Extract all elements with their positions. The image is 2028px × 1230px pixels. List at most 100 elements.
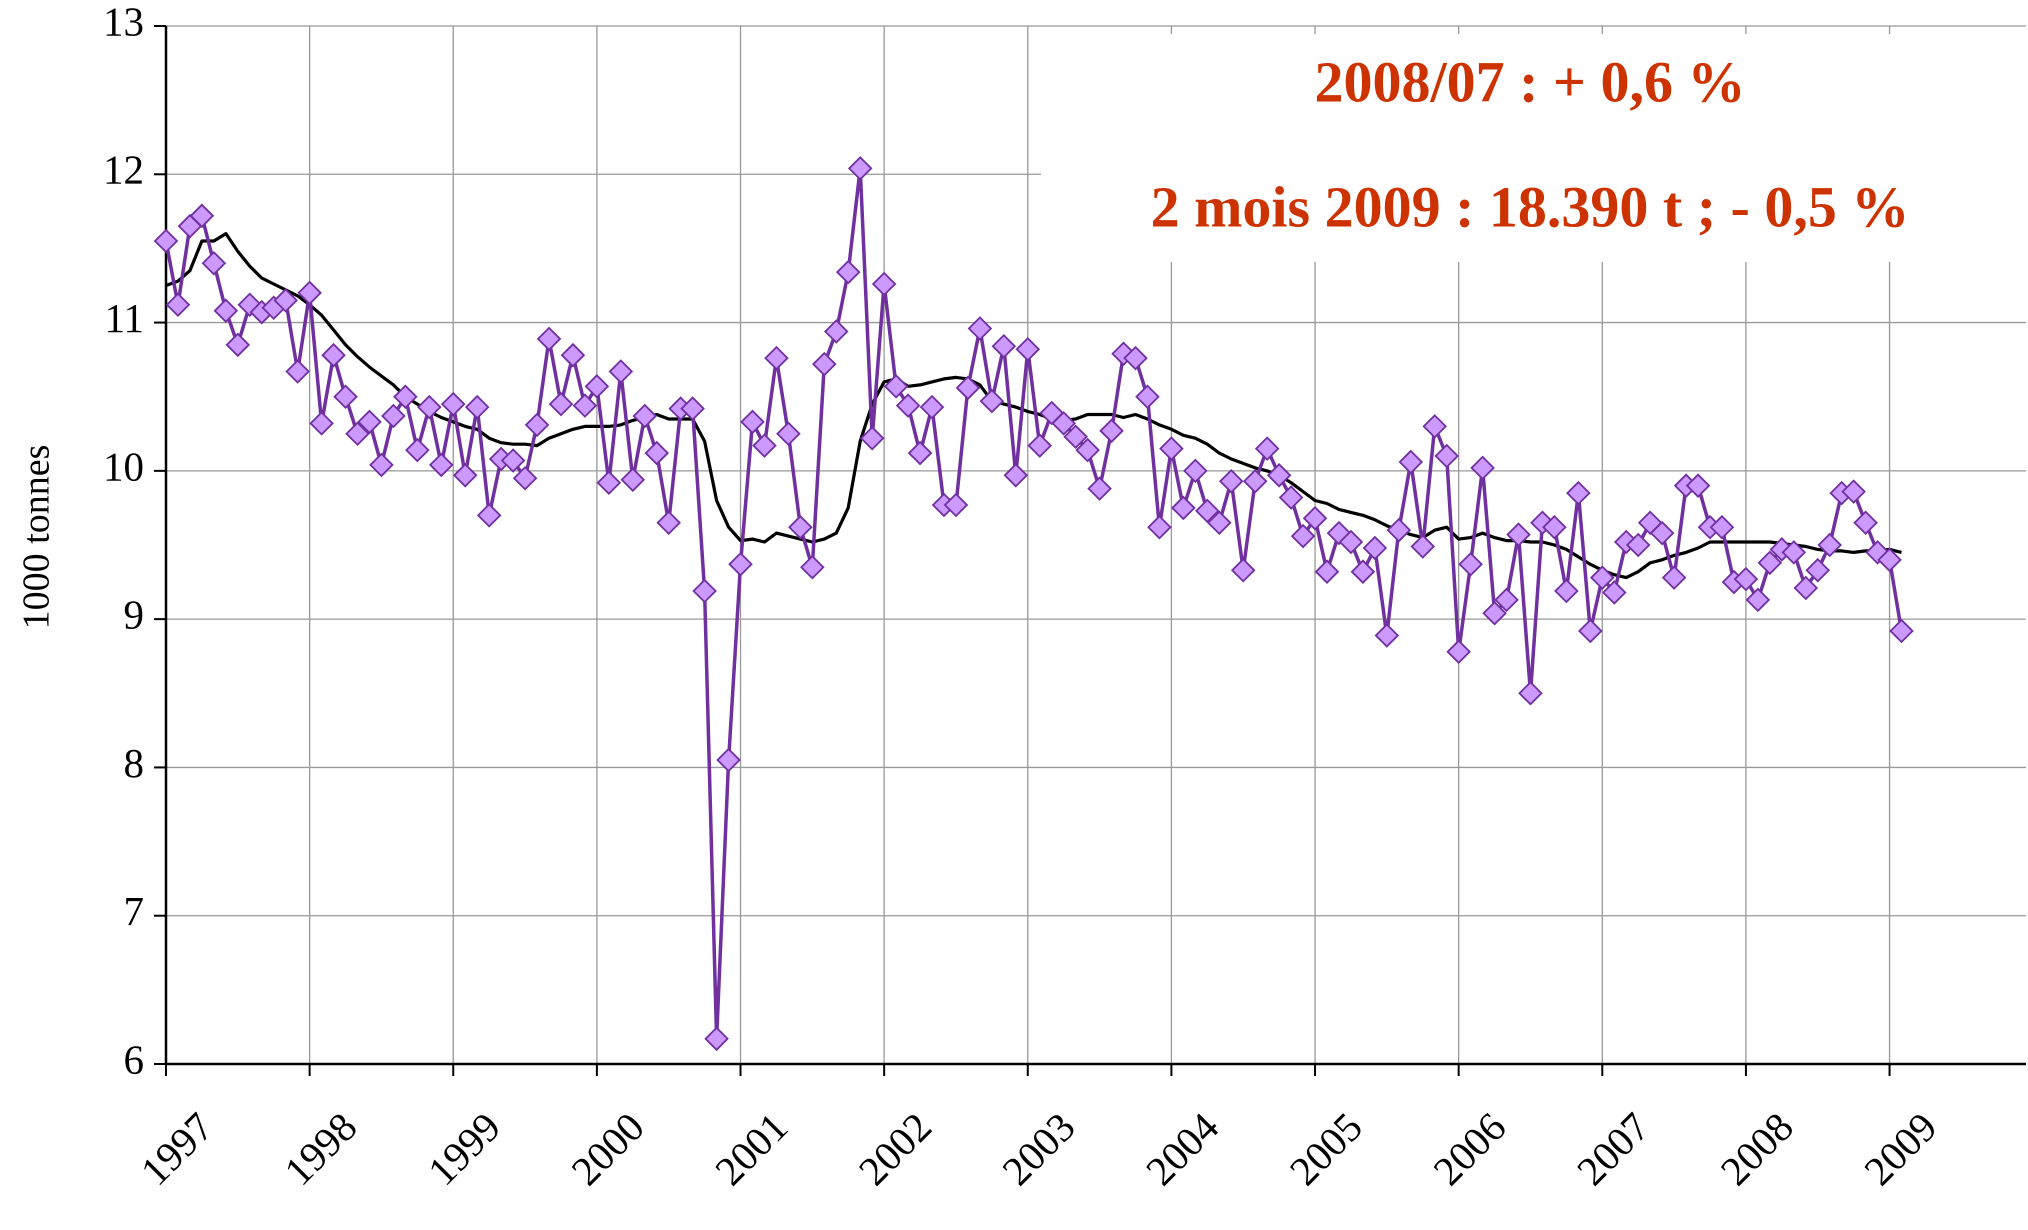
- data-point: [1254, 436, 1280, 461]
- data-point: [1745, 587, 1771, 613]
- data-point: [452, 463, 478, 488]
- data-point: [548, 391, 574, 417]
- data-point: [979, 388, 1005, 414]
- data-point: [1590, 565, 1615, 590]
- data-point: [608, 359, 634, 384]
- data-point: [1841, 479, 1866, 504]
- y-tick-label: 9: [124, 592, 145, 638]
- data-point: [1075, 437, 1100, 463]
- data-point: [764, 345, 789, 371]
- data-point: [1458, 552, 1483, 577]
- data-point: [1685, 473, 1711, 498]
- data-point: [1183, 458, 1208, 484]
- data-point: [1470, 455, 1495, 481]
- data-point: [584, 374, 610, 399]
- data-point: [1889, 618, 1914, 644]
- data-point: [620, 467, 646, 493]
- data-point: [919, 394, 945, 420]
- data-point: [1410, 534, 1436, 559]
- data-point: [1518, 681, 1543, 706]
- data-point: [1805, 557, 1831, 583]
- data-point: [1817, 532, 1842, 558]
- x-tick-label: 2009: [1855, 1103, 1946, 1194]
- data-point: [1099, 418, 1124, 444]
- x-tick-label: 1997: [131, 1103, 222, 1194]
- data-point: [1578, 618, 1603, 644]
- data-point: [429, 452, 454, 478]
- data-point: [943, 492, 969, 518]
- data-point: [1135, 384, 1160, 409]
- data-point: [1290, 523, 1316, 549]
- x-tick-label: 2008: [1711, 1103, 1802, 1194]
- data-point: [1601, 580, 1627, 605]
- data-point: [1386, 517, 1412, 543]
- data-point: [1039, 400, 1064, 426]
- annotation-background: [1041, 34, 2026, 262]
- data-point: [417, 394, 442, 420]
- x-tick-label: 2007: [1568, 1103, 1659, 1194]
- data-point: [1877, 547, 1902, 573]
- data-point: [895, 393, 921, 418]
- data-point: [1374, 623, 1400, 648]
- data-point: [776, 421, 801, 447]
- data-point: [153, 228, 179, 254]
- data-point: [1853, 510, 1878, 536]
- data-point: [213, 298, 239, 323]
- data-point: [1087, 476, 1112, 501]
- data-point: [1230, 557, 1256, 583]
- y-tick-label: 8: [124, 740, 145, 786]
- data-point: [728, 552, 753, 577]
- data-point: [572, 393, 598, 418]
- y-tick-label: 7: [124, 888, 145, 934]
- data-point: [524, 412, 550, 438]
- data-point: [1326, 520, 1352, 546]
- data-point: [381, 403, 406, 429]
- data-point: [1542, 514, 1567, 540]
- annotation: 2 mois 2009 : 18.390 t ; - 0,5 %: [1151, 174, 1910, 239]
- data-point: [883, 374, 909, 399]
- data-point: [285, 359, 310, 384]
- data-point: [1398, 449, 1424, 475]
- data-point: [1566, 480, 1591, 506]
- data-point: [393, 384, 418, 409]
- data-point: [1242, 468, 1268, 494]
- data-point: [1757, 550, 1783, 576]
- data-point: [1003, 463, 1029, 488]
- data-point: [656, 510, 681, 536]
- x-tick-label: 2006: [1424, 1103, 1515, 1194]
- data-point: [1781, 540, 1807, 565]
- data-point: [345, 421, 370, 447]
- data-point: [1649, 520, 1675, 546]
- data-point: [440, 391, 466, 417]
- data-point: [165, 292, 191, 318]
- data-point: [967, 316, 993, 341]
- data-point: [704, 1026, 729, 1052]
- data-point: [1015, 336, 1041, 362]
- data-point: [1314, 559, 1340, 584]
- y-tick-label: 12: [103, 147, 144, 193]
- x-tick-label: 2003: [993, 1103, 1084, 1194]
- data-point: [1362, 535, 1388, 561]
- data-point: [1051, 411, 1076, 436]
- data-point: [752, 433, 777, 458]
- data-point: [1147, 514, 1172, 540]
- data-point: [1793, 575, 1819, 601]
- data-point: [500, 448, 526, 473]
- data-point: [476, 503, 502, 528]
- data-point: [1350, 559, 1376, 584]
- data-point: [333, 384, 358, 409]
- data-point: [1865, 540, 1890, 565]
- data-point: [632, 403, 658, 429]
- data-point: [309, 411, 334, 436]
- data-point: [1446, 639, 1471, 665]
- data-point: [991, 334, 1017, 359]
- data-point: [201, 250, 227, 276]
- x-tick-label: 2004: [1137, 1103, 1228, 1194]
- data-point: [1266, 463, 1292, 488]
- y-tick-label: 10: [103, 443, 144, 489]
- y-tick-label: 11: [105, 295, 144, 341]
- data-point: [680, 396, 705, 421]
- data-point: [740, 409, 765, 435]
- data-point: [1637, 510, 1663, 536]
